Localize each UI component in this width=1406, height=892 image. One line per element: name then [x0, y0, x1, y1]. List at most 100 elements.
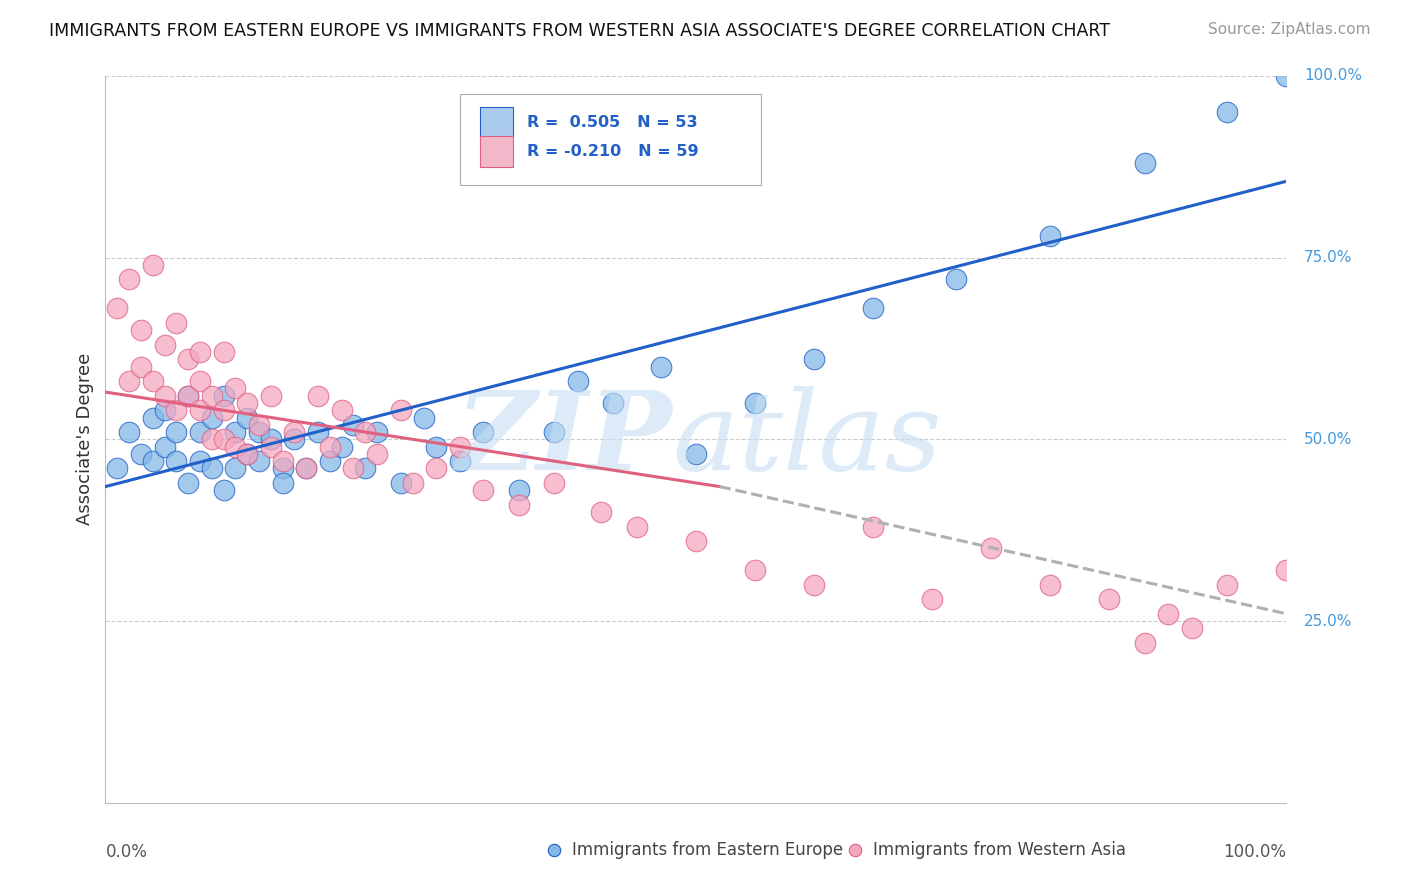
Point	[212, 403, 235, 417]
Y-axis label: Associate's Degree: Associate's Degree	[76, 353, 94, 525]
Text: IMMIGRANTS FROM EASTERN EUROPE VS IMMIGRANTS FROM WESTERN ASIA ASSOCIATE'S DEGRE: IMMIGRANTS FROM EASTERN EUROPE VS IMMIGR…	[49, 22, 1111, 40]
Point	[1039, 228, 1062, 243]
Point	[165, 316, 187, 330]
Point	[413, 410, 436, 425]
Point	[449, 454, 471, 468]
Point	[803, 352, 825, 367]
Point	[1275, 69, 1298, 83]
Point	[271, 475, 294, 490]
Text: Immigrants from Western Asia: Immigrants from Western Asia	[873, 841, 1126, 859]
Point	[236, 447, 259, 461]
Point	[212, 483, 235, 498]
Point	[260, 389, 283, 403]
FancyBboxPatch shape	[460, 94, 761, 185]
Point	[283, 425, 305, 439]
Text: 100.0%: 100.0%	[1305, 69, 1362, 83]
Point	[342, 417, 364, 432]
Point	[177, 389, 200, 403]
Text: 25.0%: 25.0%	[1305, 614, 1353, 629]
Point	[118, 425, 141, 439]
Point	[236, 447, 259, 461]
Point	[685, 534, 707, 549]
Point	[319, 454, 342, 468]
Bar	[479, 136, 513, 167]
Point	[188, 454, 211, 468]
Text: R = -0.210   N = 59: R = -0.210 N = 59	[527, 144, 699, 159]
Point	[212, 432, 235, 446]
Point	[212, 389, 235, 403]
Point	[862, 519, 884, 533]
Point	[567, 374, 589, 388]
Point	[224, 381, 246, 395]
Point	[142, 410, 165, 425]
Point	[295, 461, 318, 475]
Text: atlas: atlas	[672, 385, 942, 493]
Point	[508, 483, 530, 498]
Point	[142, 258, 165, 272]
Point	[105, 461, 128, 475]
Point	[472, 483, 495, 498]
Point	[1216, 578, 1239, 592]
Point	[129, 323, 152, 337]
Point	[177, 475, 200, 490]
Point	[247, 454, 270, 468]
Point	[118, 374, 141, 388]
Point	[366, 447, 388, 461]
Point	[153, 403, 176, 417]
Text: ZIP: ZIP	[456, 385, 672, 493]
Point	[142, 374, 165, 388]
Point	[260, 440, 283, 454]
Point	[1216, 105, 1239, 120]
Point	[1039, 578, 1062, 592]
Point	[945, 272, 967, 286]
Point	[129, 359, 152, 374]
Point	[425, 461, 447, 475]
Point	[153, 389, 176, 403]
Point	[1275, 563, 1298, 577]
Point	[201, 432, 224, 446]
Point	[591, 505, 613, 519]
Point	[401, 475, 423, 490]
Point	[224, 440, 246, 454]
Point	[1133, 636, 1156, 650]
Text: Source: ZipAtlas.com: Source: ZipAtlas.com	[1208, 22, 1371, 37]
Point	[201, 410, 224, 425]
Point	[247, 417, 270, 432]
Point	[354, 425, 377, 439]
Point	[129, 447, 152, 461]
Point	[862, 301, 884, 316]
Point	[165, 403, 187, 417]
Point	[188, 345, 211, 359]
Point	[1181, 621, 1204, 635]
Text: 100.0%: 100.0%	[1223, 843, 1286, 861]
Point	[366, 425, 388, 439]
Point	[342, 461, 364, 475]
Point	[543, 425, 565, 439]
Point	[283, 432, 305, 446]
Point	[153, 338, 176, 352]
Text: 75.0%: 75.0%	[1305, 250, 1353, 265]
Point	[389, 475, 412, 490]
Point	[389, 403, 412, 417]
Point	[543, 475, 565, 490]
Text: Immigrants from Eastern Europe: Immigrants from Eastern Europe	[572, 841, 844, 859]
Point	[142, 454, 165, 468]
Point	[201, 461, 224, 475]
Point	[744, 563, 766, 577]
Point	[319, 440, 342, 454]
Point	[330, 403, 353, 417]
Point	[921, 592, 943, 607]
Point	[449, 440, 471, 454]
Point	[685, 447, 707, 461]
Point	[1157, 607, 1180, 621]
Point	[543, 843, 565, 857]
Point	[626, 519, 648, 533]
Point	[177, 352, 200, 367]
Point	[188, 403, 211, 417]
Point	[271, 454, 294, 468]
Point	[295, 461, 318, 475]
Point	[307, 389, 329, 403]
Point	[224, 425, 246, 439]
Point	[236, 396, 259, 410]
Point	[744, 396, 766, 410]
